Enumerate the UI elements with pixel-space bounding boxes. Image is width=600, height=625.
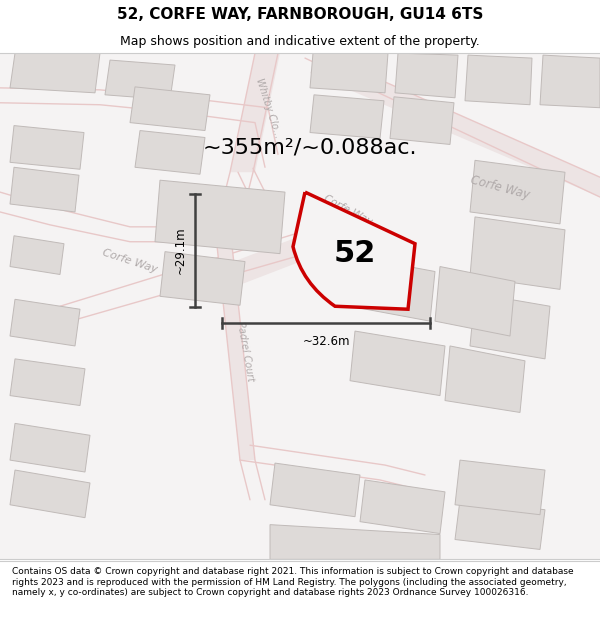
Polygon shape: [310, 95, 384, 139]
Polygon shape: [230, 53, 280, 172]
Polygon shape: [10, 168, 79, 212]
Polygon shape: [360, 480, 445, 534]
Text: Corfe Way: Corfe Way: [469, 173, 531, 201]
Polygon shape: [10, 53, 100, 93]
Polygon shape: [10, 126, 84, 169]
Polygon shape: [10, 423, 90, 472]
Polygon shape: [465, 55, 532, 105]
Text: Whitby Clo...: Whitby Clo...: [254, 76, 283, 139]
Polygon shape: [390, 97, 454, 144]
Polygon shape: [470, 161, 565, 224]
Polygon shape: [470, 293, 550, 359]
Polygon shape: [455, 460, 545, 515]
Polygon shape: [160, 252, 245, 305]
Polygon shape: [350, 331, 445, 396]
Polygon shape: [395, 53, 458, 98]
Text: Contains OS data © Crown copyright and database right 2021. This information is : Contains OS data © Crown copyright and d…: [12, 568, 574, 597]
Polygon shape: [155, 180, 285, 254]
Polygon shape: [540, 55, 600, 108]
Polygon shape: [350, 257, 435, 321]
PathPatch shape: [293, 192, 415, 309]
Polygon shape: [10, 299, 80, 346]
Polygon shape: [470, 217, 565, 289]
Polygon shape: [10, 359, 85, 406]
Text: Padrel Court: Padrel Court: [235, 320, 255, 382]
Polygon shape: [135, 131, 205, 174]
Polygon shape: [310, 53, 600, 197]
Text: 52, CORFE WAY, FARNBOROUGH, GU14 6TS: 52, CORFE WAY, FARNBOROUGH, GU14 6TS: [117, 8, 483, 22]
Polygon shape: [10, 470, 90, 518]
Text: 52: 52: [334, 239, 376, 268]
Text: ~32.6m: ~32.6m: [302, 335, 350, 348]
Polygon shape: [195, 217, 365, 296]
Polygon shape: [10, 236, 64, 274]
Polygon shape: [105, 60, 175, 100]
Polygon shape: [270, 524, 440, 559]
Polygon shape: [270, 463, 360, 517]
Text: Corfe Way: Corfe Way: [101, 248, 159, 275]
Polygon shape: [215, 227, 255, 460]
Text: Map shows position and indicative extent of the property.: Map shows position and indicative extent…: [120, 35, 480, 48]
Polygon shape: [310, 53, 388, 93]
Polygon shape: [130, 87, 210, 131]
Text: ~29.1m: ~29.1m: [174, 227, 187, 274]
Polygon shape: [445, 346, 525, 413]
Polygon shape: [455, 500, 545, 549]
Text: Corfe Way: Corfe Way: [322, 193, 374, 227]
Polygon shape: [435, 266, 515, 336]
Text: ~355m²/~0.088ac.: ~355m²/~0.088ac.: [203, 138, 417, 158]
